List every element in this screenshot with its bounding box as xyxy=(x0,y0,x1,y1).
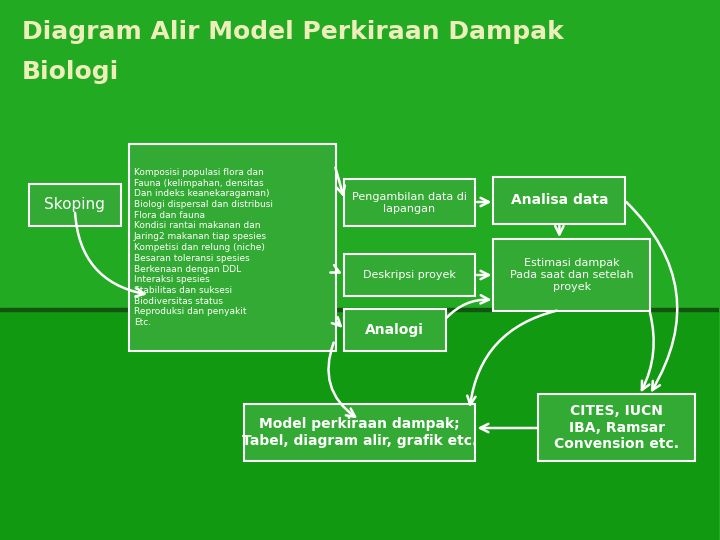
Text: Deskripsi proyek: Deskripsi proyek xyxy=(363,270,456,280)
FancyBboxPatch shape xyxy=(129,144,336,351)
Text: Estimasi dampak
Pada saat dan setelah
proyek: Estimasi dampak Pada saat dan setelah pr… xyxy=(510,258,634,292)
FancyBboxPatch shape xyxy=(244,404,475,461)
Text: CITES, IUCN
IBA, Ramsar
Convension etc.: CITES, IUCN IBA, Ramsar Convension etc. xyxy=(554,404,679,451)
FancyBboxPatch shape xyxy=(539,394,696,461)
Text: Biologi: Biologi xyxy=(22,60,120,84)
Text: Pengambilan data di
lapangan: Pengambilan data di lapangan xyxy=(352,192,467,213)
Text: Skoping: Skoping xyxy=(45,198,105,213)
Bar xyxy=(0,310,719,540)
FancyBboxPatch shape xyxy=(343,254,475,296)
Text: Diagram Alir Model Perkiraan Dampak: Diagram Alir Model Perkiraan Dampak xyxy=(22,20,564,44)
Text: Model perkiraan dampak;
Tabel, diagram alir, grafik etc.: Model perkiraan dampak; Tabel, diagram a… xyxy=(242,417,477,448)
FancyBboxPatch shape xyxy=(29,184,121,226)
Text: Analogi: Analogi xyxy=(365,323,424,337)
FancyBboxPatch shape xyxy=(343,309,446,351)
Text: Komposisi populasi flora dan
Fauna (kelimpahan, densitas
Dan indeks keanekaragam: Komposisi populasi flora dan Fauna (keli… xyxy=(134,168,273,327)
FancyBboxPatch shape xyxy=(493,239,650,311)
FancyBboxPatch shape xyxy=(493,177,625,224)
FancyBboxPatch shape xyxy=(343,179,475,226)
Text: Analisa data: Analisa data xyxy=(510,193,608,207)
Bar xyxy=(0,308,719,311)
